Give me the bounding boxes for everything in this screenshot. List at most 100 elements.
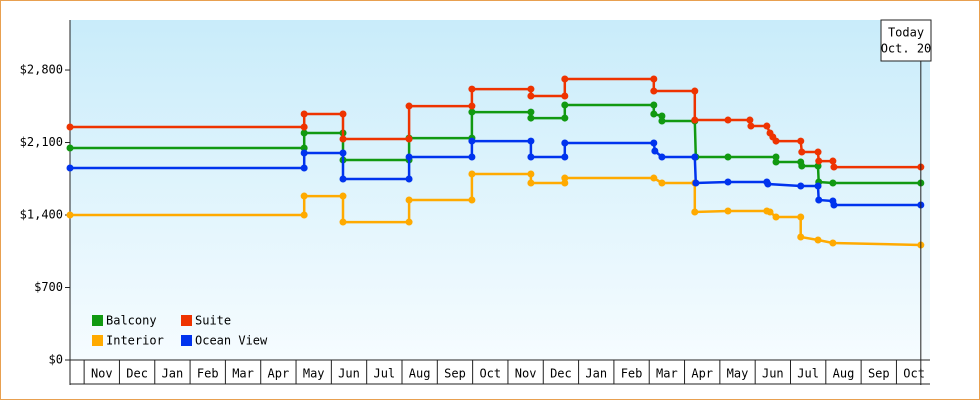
point [814,148,822,156]
point [797,233,805,241]
x-tick-label: Aug [833,367,855,381]
legend-label: Balcony [106,314,157,328]
x-tick-label: Jul [373,367,395,381]
point [797,137,805,145]
point [691,153,699,161]
point [66,164,74,172]
point [405,153,413,161]
point [339,192,347,200]
legend-swatch [92,315,103,326]
point [658,112,666,120]
point [405,218,413,226]
point [300,211,308,219]
series-line [70,172,921,247]
point [658,117,666,125]
point [658,179,666,187]
point [468,137,476,145]
point [814,182,822,190]
plot-area [70,20,930,360]
today-box [880,19,932,62]
point [527,179,535,187]
point [300,123,308,131]
x-tick-label: Feb [197,367,219,381]
point [300,129,308,137]
point [561,153,569,161]
point [339,175,347,183]
point [300,164,308,172]
y-tick-label: $2,100 [20,135,63,149]
point [339,218,347,226]
point [66,144,74,152]
x-tick-label: May [727,367,749,381]
point [772,213,780,221]
x-tick-label: Jan [585,367,607,381]
point [405,135,413,143]
point [724,178,732,186]
point [798,162,806,170]
x-tick-label: Apr [691,367,713,381]
point [405,196,413,204]
point [300,192,308,200]
point [763,122,771,130]
x-tick-label: May [303,367,325,381]
point [339,110,347,118]
point [339,135,347,143]
point [561,75,569,83]
point [650,101,658,109]
point [339,149,347,157]
point [405,175,413,183]
point [527,137,535,145]
x-tick-label: Aug [409,367,431,381]
point [468,102,476,110]
point [691,208,699,216]
today-date: Oct. 20 [881,42,932,56]
x-tick-label: Oct [903,367,925,381]
point [561,179,569,187]
point [300,149,308,157]
point [829,157,837,165]
point [468,196,476,204]
point [650,75,658,83]
point [747,122,755,130]
point [527,114,535,122]
point [797,213,805,221]
x-tick-label: Sep [444,367,466,381]
x-tick-label: Jul [797,367,819,381]
point [724,116,732,124]
point [405,102,413,110]
x-tick-label: Jun [762,367,784,381]
point [527,153,535,161]
point [797,182,805,190]
point [658,153,666,161]
x-tick-label: Jun [338,367,360,381]
point [691,116,699,124]
legend-swatch [92,335,103,346]
legend-swatch [181,315,192,326]
point [724,153,732,161]
today-title: Today [888,26,924,40]
x-tick-label: Feb [621,367,643,381]
point [650,174,658,182]
point [830,201,838,209]
point [746,116,754,124]
point [561,92,569,100]
point [561,139,569,147]
point [766,208,774,216]
x-tick-label: Mar [656,367,678,381]
y-tick-label: $2,800 [20,63,63,77]
point [527,92,535,100]
point [815,196,823,204]
point [772,137,780,145]
point [772,153,780,161]
point [66,123,74,131]
legend-label: Suite [195,314,231,328]
point [468,108,476,116]
x-tick-label: Sep [868,367,890,381]
x-tick-label: Dec [550,367,572,381]
point [772,158,780,166]
point [561,174,569,182]
x-tick-label: Apr [268,367,290,381]
point [468,85,476,93]
x-tick-label: Nov [91,367,113,381]
point [692,179,700,187]
